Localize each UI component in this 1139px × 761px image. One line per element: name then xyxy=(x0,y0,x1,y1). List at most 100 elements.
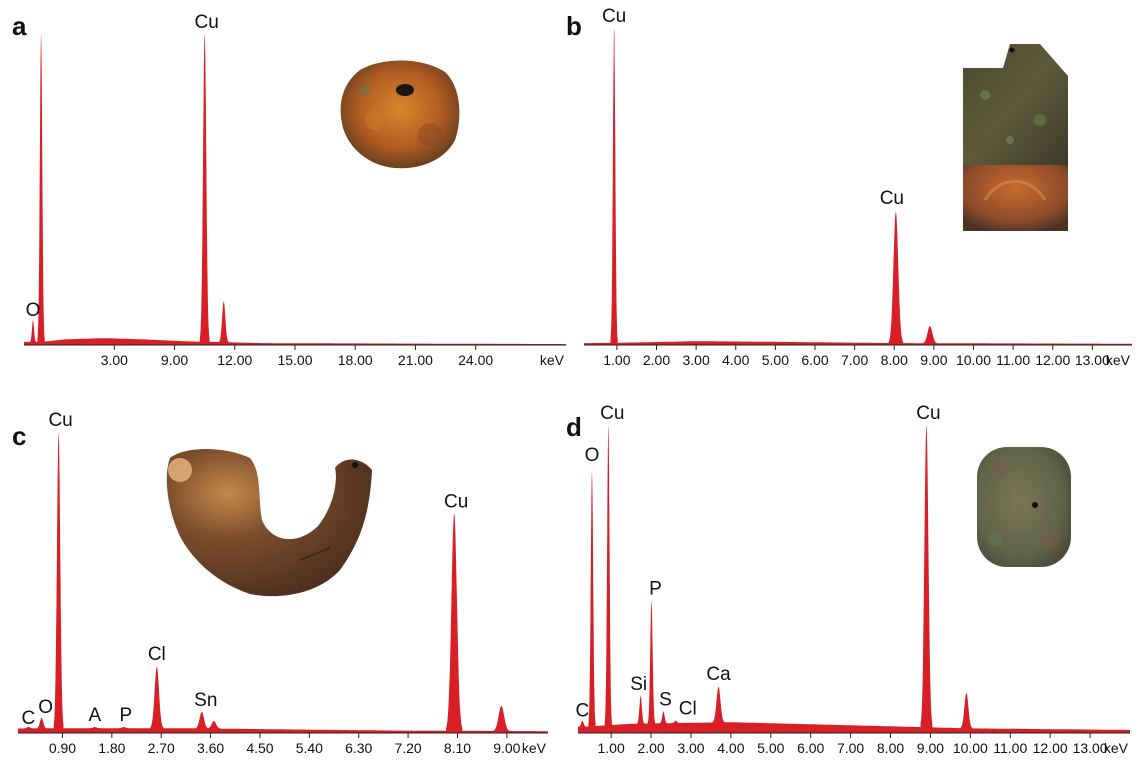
sample-photo-b xyxy=(963,44,1068,231)
spectrum-peak xyxy=(150,666,164,733)
spectrum-peak xyxy=(199,34,210,345)
x-tick-label: 2.70 xyxy=(148,740,175,756)
x-tick-label: 4.00 xyxy=(717,740,744,756)
x-tick-label: 7.00 xyxy=(837,740,864,756)
x-tick-label: 3.00 xyxy=(683,352,710,368)
x-tick-label: 12.00 xyxy=(1035,352,1070,368)
spectrum-peak xyxy=(195,711,209,733)
spectrum-chart-d: 1.00 2.00 3.00 4.00 5.00 6.00 7.00 8.00 9.00 10.0… xyxy=(576,403,1130,756)
x-tick-label: 21.00 xyxy=(398,352,433,368)
x-tick-label: 18.00 xyxy=(338,352,373,368)
x-tick-label: 13.00 xyxy=(1073,740,1108,756)
spectrum-peak xyxy=(637,696,645,733)
spectrum-peak xyxy=(218,301,229,345)
element-label-cl: Cl xyxy=(148,644,166,665)
spectrum-peak xyxy=(578,720,586,733)
element-label-o: O xyxy=(38,697,53,718)
sample-photo-d xyxy=(977,447,1071,567)
spectrum-peak xyxy=(920,425,933,733)
x-tick-label: 15.00 xyxy=(277,352,312,368)
x-tick-label: 5.40 xyxy=(296,740,323,756)
spectrum-background xyxy=(24,338,566,345)
spectrum-peak xyxy=(37,34,45,345)
spectrum-peak xyxy=(610,28,618,345)
element-label-cu: Cu xyxy=(600,403,624,424)
x-tick-label: 4.50 xyxy=(246,740,273,756)
spectrum-peak xyxy=(712,686,725,733)
x-unit-label: keV xyxy=(522,740,547,756)
x-tick-label: 7.20 xyxy=(394,740,421,756)
element-label-sn: Sn xyxy=(194,690,217,711)
element-label-o: O xyxy=(585,445,600,466)
element-label-ca: Ca xyxy=(706,664,731,685)
element-label-cu: Cu xyxy=(444,491,468,512)
x-tick-label: 3.00 xyxy=(101,352,128,368)
x-tick-label: 8.00 xyxy=(881,352,908,368)
x-tick-label: 12.00 xyxy=(1033,740,1068,756)
spectrum-peak xyxy=(445,513,463,733)
x-tick-label: 24.00 xyxy=(458,352,493,368)
x-tick-label: 6.00 xyxy=(797,740,824,756)
x-tick-label: 11.00 xyxy=(993,740,1027,756)
x-tick-label: 10.00 xyxy=(956,352,991,368)
element-label-si: Si xyxy=(630,674,647,695)
x-tick-label: 2.00 xyxy=(637,740,664,756)
element-label-c: C xyxy=(576,701,590,722)
x-unit-label: keV xyxy=(540,352,565,368)
x-tick-label: 5.00 xyxy=(762,352,789,368)
sample-photo-c xyxy=(166,449,372,597)
spectrum-background xyxy=(584,341,1132,345)
x-tick-label: 11.00 xyxy=(996,352,1030,368)
x-tick-label: 4.00 xyxy=(722,352,749,368)
panel-letter-b: b xyxy=(566,11,582,41)
spectrum-peak xyxy=(36,718,47,733)
x-tick-label: 8.10 xyxy=(444,740,471,756)
x-tick-label: 9.00 xyxy=(920,352,947,368)
element-label-cu: Cu xyxy=(48,410,72,431)
panel-letter-c: c xyxy=(12,421,26,451)
x-tick-label: 6.30 xyxy=(345,740,372,756)
spectrum-peak xyxy=(23,727,34,733)
spectrum-peak xyxy=(888,211,903,345)
spectrum-chart-a: 3.00 9.00 12.00 15.00 18.00 21.00 24.00 keV O Cu xyxy=(24,12,566,368)
spectrum-peak xyxy=(659,711,668,733)
spectrum-peak xyxy=(672,720,680,733)
x-tick-label: 3.60 xyxy=(197,740,224,756)
spectrum-peak xyxy=(30,320,37,345)
element-label-cu: Cu xyxy=(195,12,219,33)
element-label-p: P xyxy=(120,705,133,726)
element-label-p: P xyxy=(649,579,662,600)
element-label-o: O xyxy=(26,300,41,321)
panel-letter-d: d xyxy=(566,412,582,442)
x-tick-label: 1.80 xyxy=(98,740,125,756)
spectrum-peak xyxy=(53,432,64,733)
x-tick-label: 9.00 xyxy=(917,740,944,756)
x-tick-label: 3.00 xyxy=(677,740,704,756)
spectrum-peak xyxy=(118,727,129,733)
spectrum-peak xyxy=(960,693,973,733)
panel-letter-a: a xyxy=(12,11,27,41)
x-tick-label: 1.00 xyxy=(603,352,630,368)
x-unit-label: keV xyxy=(1104,740,1129,756)
spectrum-peak xyxy=(89,727,100,733)
element-label-a: A xyxy=(88,705,101,726)
element-label-c: C xyxy=(22,708,36,729)
element-label-cu: Cu xyxy=(880,188,904,209)
spectrum-chart-c: 0.90 1.80 2.70 3.60 4.50 5.40 6.30 7.20 8.10 9.00… xyxy=(18,410,548,756)
x-tick-label: 10.00 xyxy=(953,740,988,756)
element-label-cu: Cu xyxy=(602,6,626,27)
x-tick-label: 7.00 xyxy=(841,352,868,368)
spectrum-peak xyxy=(922,326,938,345)
x-tick-label: 9.00 xyxy=(493,740,520,756)
element-label-cu: Cu xyxy=(916,403,940,424)
x-tick-label: 6.00 xyxy=(801,352,828,368)
spectrum-peak xyxy=(647,600,656,733)
x-tick-label: 1.00 xyxy=(598,740,625,756)
element-label-cl: Cl xyxy=(679,699,697,720)
x-tick-label: 5.00 xyxy=(757,740,784,756)
spectrum-peak xyxy=(493,705,510,733)
x-tick-label: 9.00 xyxy=(161,352,188,368)
element-label-s: S xyxy=(659,689,672,710)
x-tick-label: 13.00 xyxy=(1075,352,1110,368)
